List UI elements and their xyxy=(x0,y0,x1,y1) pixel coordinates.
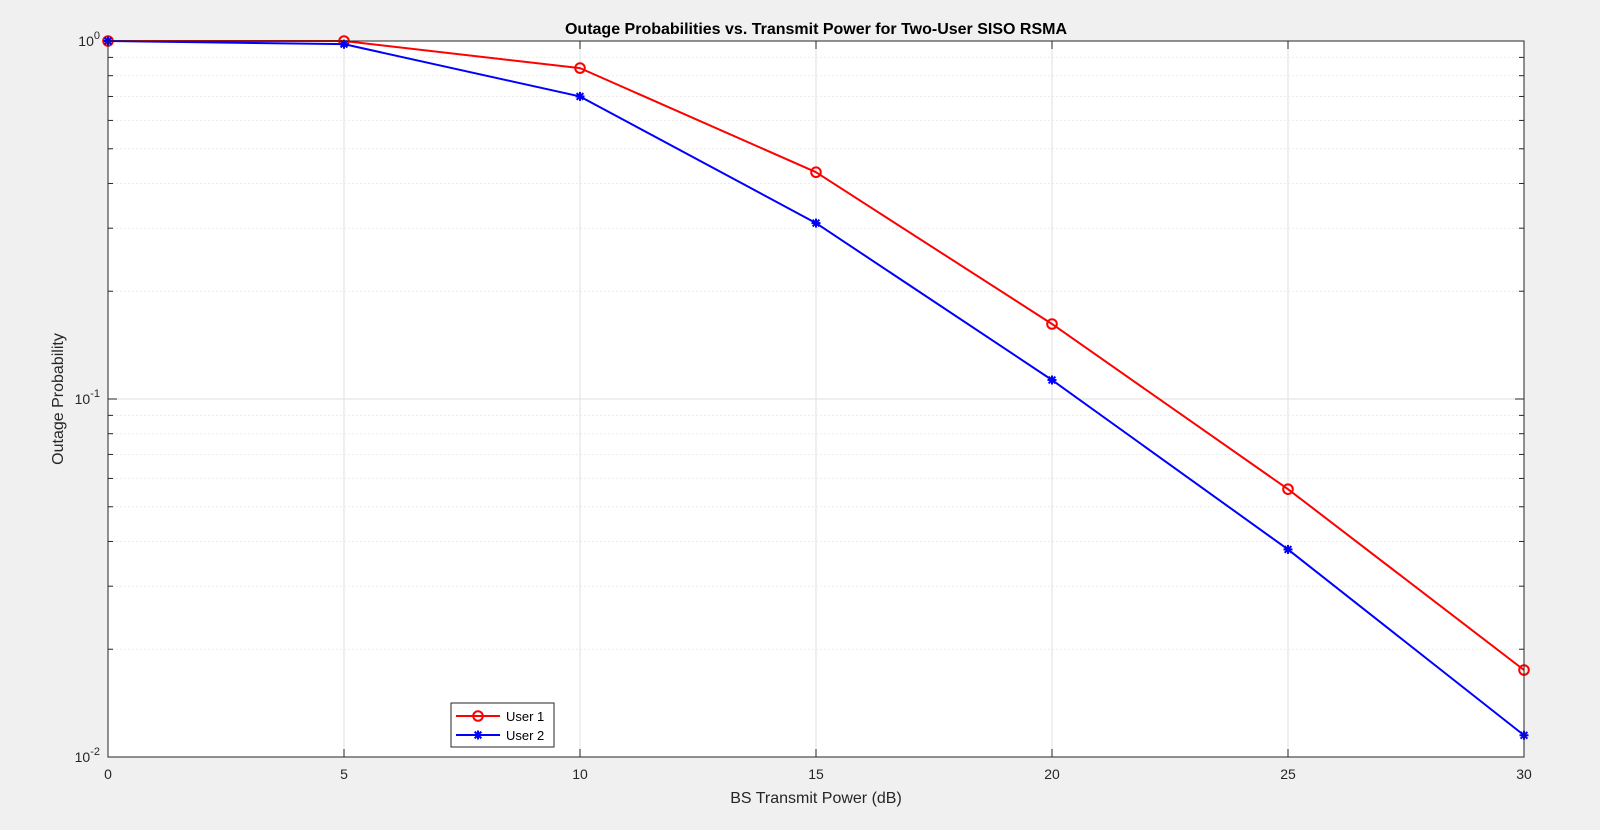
x-tick-label: 25 xyxy=(1280,766,1296,782)
marker-stroke xyxy=(811,219,821,228)
marker-stroke xyxy=(1047,375,1057,385)
x-axis-label: BS Transmit Power (dB) xyxy=(730,790,902,807)
legend-label-user-1: User 1 xyxy=(506,709,544,724)
data-point xyxy=(1283,544,1293,554)
legend-marker-user-2 xyxy=(473,730,483,740)
x-tick-label: 15 xyxy=(808,766,824,782)
y-tick-label: 100 xyxy=(78,30,100,49)
marker-stroke xyxy=(473,730,483,740)
y-tick-label: 10-1 xyxy=(75,388,100,407)
data-point xyxy=(574,62,586,74)
y-tick-label: 10-2 xyxy=(75,746,100,765)
legend-box xyxy=(450,702,555,748)
legend: User 1 User 2 xyxy=(450,702,555,748)
legend-marker xyxy=(473,730,483,740)
axes-box xyxy=(107,40,1525,758)
x-tick-label: 0 xyxy=(104,766,112,782)
data-point xyxy=(811,218,821,228)
y-axis-label: Outage Probability xyxy=(50,333,67,465)
data-point xyxy=(1046,318,1058,330)
series-user-2 xyxy=(103,36,1529,740)
x-tick-labels: 0 5 10 15 20 25 30 xyxy=(104,766,1532,782)
x-tick-label: 10 xyxy=(572,766,588,782)
data-point xyxy=(575,91,585,101)
y-tick-labels: 100 10-1 10-2 xyxy=(75,30,100,765)
x-tick-label: 5 xyxy=(340,766,348,782)
x-tick-label: 30 xyxy=(1516,766,1532,782)
marker-stroke xyxy=(575,92,585,101)
marker-stroke xyxy=(339,40,349,49)
data-point xyxy=(810,166,822,179)
legend-marker-user-1 xyxy=(472,710,484,722)
chart-title: Outage Probabilities vs. Transmit Power … xyxy=(565,21,1067,38)
x-tick-label: 20 xyxy=(1044,766,1060,782)
legend-label-user-2: User 2 xyxy=(506,728,544,743)
marker-stroke xyxy=(1283,545,1293,554)
data-point xyxy=(1282,483,1294,495)
data-point xyxy=(1047,375,1057,385)
legend-marker xyxy=(472,710,484,722)
